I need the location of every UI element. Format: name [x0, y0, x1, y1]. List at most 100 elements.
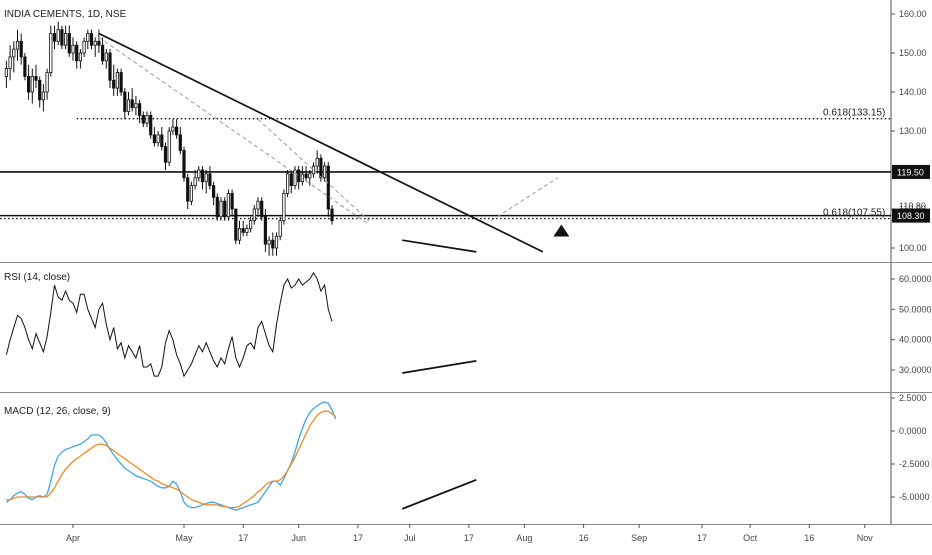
- time-tick-label: Sep: [631, 533, 647, 543]
- candle-body: [64, 33, 68, 46]
- macd-tick-label: 2.5000: [899, 393, 927, 403]
- candle-body: [49, 33, 53, 73]
- candle-body: [71, 44, 75, 54]
- time-tick-label: Jul: [404, 533, 416, 543]
- candle-body: [285, 173, 290, 194]
- candle-body: [315, 157, 319, 167]
- rsi-tick-label: 40.0000: [899, 335, 932, 345]
- candle-body: [86, 33, 90, 42]
- fib-level-label: 0.618(133.15): [823, 108, 885, 119]
- candle-body: [15, 40, 20, 50]
- time-tick-label: 17: [238, 533, 248, 543]
- candle-body: [12, 48, 16, 58]
- time-tick-label: Aug: [516, 533, 532, 543]
- rsi-line: [5, 271, 333, 378]
- candle-body: [274, 235, 279, 249]
- rsi-tick-label: 30.0000: [899, 365, 932, 375]
- candle-body: [319, 157, 323, 179]
- macd-tick-label: -5.0000: [899, 492, 930, 502]
- price-tick-label: 160.00: [899, 9, 927, 19]
- price-tick-label: 140.00: [899, 87, 927, 97]
- candle-body: [208, 173, 212, 186]
- candle-body: [141, 115, 145, 124]
- candle-body: [34, 76, 38, 81]
- candle-body: [230, 192, 234, 210]
- candle-body: [248, 220, 253, 229]
- candle-body: [215, 196, 219, 218]
- candle-body: [308, 173, 312, 179]
- time-tick-label: 17: [353, 533, 363, 543]
- candle-body: [322, 165, 327, 179]
- candle-body: [263, 216, 268, 245]
- candle-body: [304, 173, 308, 179]
- time-tick-label: May: [175, 533, 193, 543]
- candle-body: [174, 126, 179, 136]
- candle-body: [75, 44, 79, 62]
- candle-body: [226, 192, 230, 218]
- macd-tick-label: -2.5000: [899, 459, 930, 469]
- trendline: [490, 177, 558, 222]
- candle-body: [119, 72, 123, 93]
- candle-body: [178, 134, 182, 151]
- candle-body: [93, 40, 97, 46]
- candle-body: [97, 40, 101, 46]
- trendline: [98, 32, 544, 253]
- candle-body: [152, 134, 156, 144]
- candle-body: [130, 99, 134, 109]
- level-price-label: 119.50: [897, 167, 924, 177]
- time-tick-label: Oct: [743, 533, 758, 543]
- time-tick-label: Jun: [291, 533, 306, 543]
- rsi-divergence-line: [402, 360, 477, 374]
- candle-body: [134, 103, 138, 108]
- time-tick-label: 17: [697, 533, 707, 543]
- candle-body: [171, 126, 175, 132]
- candle-body: [200, 169, 205, 183]
- candle-body: [160, 134, 164, 147]
- candle-body: [293, 169, 297, 186]
- level-price-label: 108.30: [897, 211, 925, 221]
- candle-body: [186, 177, 190, 202]
- candle-body: [289, 173, 293, 186]
- candle-body: [4, 68, 8, 77]
- candle-body: [108, 52, 112, 81]
- candle-body: [67, 33, 71, 54]
- candle-body: [56, 29, 60, 42]
- marker-triangle-up-icon: [553, 224, 570, 237]
- candle-body: [234, 208, 238, 241]
- candle-body: [193, 177, 197, 187]
- candle-body: [241, 228, 245, 233]
- time-tick-label: 16: [804, 533, 814, 543]
- candle-body: [78, 52, 82, 62]
- candle-body: [182, 150, 186, 179]
- candle-body: [41, 91, 46, 101]
- candle-body: [163, 146, 168, 163]
- price-tick-label: 130.00: [899, 126, 927, 136]
- candle-body: [219, 200, 223, 218]
- candle-body: [211, 185, 216, 198]
- time-tick-label: Nov: [857, 533, 874, 543]
- rsi-tick-label: 60.0000: [899, 274, 932, 284]
- price-tick-label: 150.00: [899, 48, 927, 58]
- candle-body: [278, 220, 282, 237]
- level-price-box: [892, 164, 930, 179]
- candle-body: [145, 115, 149, 124]
- macd-divergence-line: [401, 479, 477, 510]
- trendline: [402, 239, 477, 253]
- trendline: [98, 36, 370, 226]
- candle-body: [45, 72, 49, 93]
- candle-body: [260, 200, 264, 218]
- candle-body: [204, 173, 208, 183]
- candle-body: [60, 29, 64, 46]
- candle-body: [189, 185, 193, 202]
- signal-line: [6, 410, 337, 509]
- candle-body: [282, 192, 286, 222]
- candle-body: [126, 99, 131, 112]
- candle-body: [149, 115, 153, 136]
- chart-title: INDIA CEMENTS, 1D, NSE: [4, 9, 127, 20]
- candle-body: [115, 72, 119, 89]
- candle-body: [167, 130, 171, 163]
- candle-body: [101, 44, 105, 62]
- price-tick-label: 110.80: [899, 201, 926, 211]
